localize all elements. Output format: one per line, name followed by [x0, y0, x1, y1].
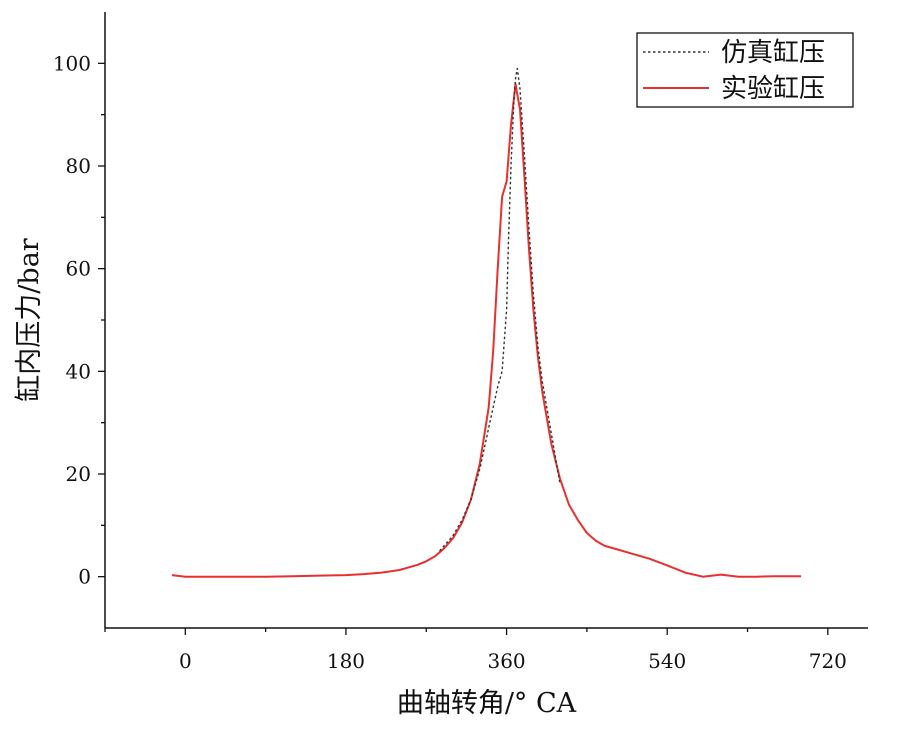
y-axis-title: 缸内压力/bar — [14, 238, 45, 401]
x-tick-label: 720 — [809, 649, 847, 673]
series-line-simulated — [439, 67, 561, 552]
legend-label-experimental: 实验缸压 — [721, 74, 825, 104]
x-axis-title: 曲轴转角/° CA — [397, 688, 577, 719]
plot-area — [171, 67, 802, 578]
y-tick-label: 40 — [66, 359, 91, 383]
y-tick-label: 60 — [66, 257, 91, 281]
axes: 0 20 40 60 80 100 0 180 360 540 720 — [53, 12, 868, 673]
series-line-experimental — [171, 82, 802, 578]
x-tick-label: 360 — [487, 649, 525, 673]
legend-box — [636, 32, 854, 108]
y-tick-label: 0 — [78, 565, 91, 589]
x-tick-label: 540 — [648, 649, 686, 673]
x-tick-label: 0 — [179, 649, 192, 673]
legend: 仿真缸压 实验缸压 — [636, 32, 854, 108]
x-tick-label: 180 — [327, 649, 365, 673]
y-tick-label: 80 — [66, 154, 91, 178]
y-tick-label: 100 — [53, 51, 91, 75]
y-tick-label: 20 — [66, 462, 91, 486]
legend-label-simulated: 仿真缸压 — [721, 38, 825, 68]
